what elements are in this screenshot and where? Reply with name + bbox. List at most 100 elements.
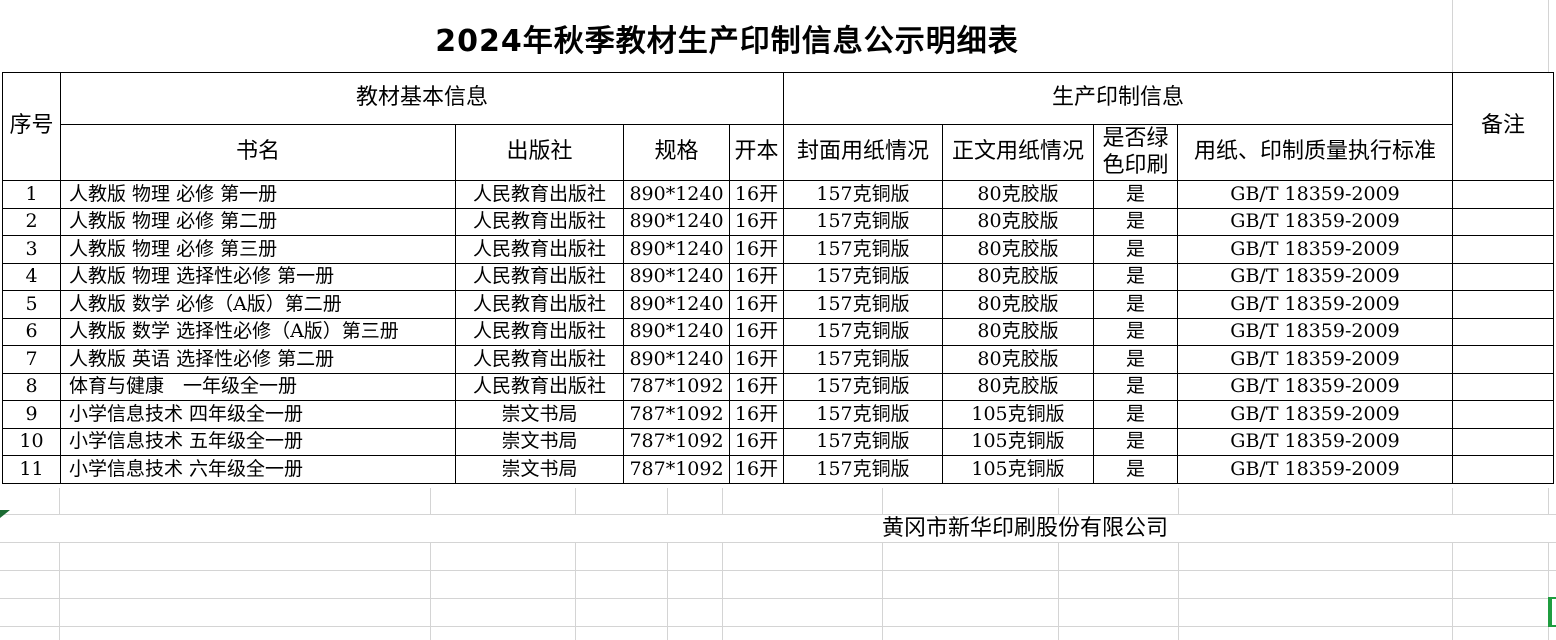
cell-book[interactable]: 小学信息技术 五年级全一册 (60, 427, 456, 456)
cell-spec[interactable]: 787*1092 (623, 455, 730, 484)
cell-text-paper[interactable]: 105克铜版 (942, 427, 1095, 456)
cell-format[interactable]: 16开 (728, 262, 785, 291)
cell-publisher[interactable]: 人民教育出版社 (455, 262, 624, 291)
cell-remark[interactable] (1452, 345, 1555, 374)
cell-remark[interactable] (1452, 290, 1555, 319)
cell-spec[interactable]: 787*1092 (623, 427, 730, 456)
cell-no[interactable]: 3 (2, 235, 61, 264)
group-header-basic-info[interactable]: 教材基本信息 (59, 72, 785, 125)
cell-text-paper[interactable]: 105克铜版 (942, 400, 1095, 429)
cell-no[interactable]: 4 (2, 262, 61, 291)
cell-text-paper[interactable]: 80克胶版 (942, 317, 1095, 346)
cell-cover-paper[interactable]: 157克铜版 (783, 235, 944, 264)
cell-green-print[interactable]: 是 (1093, 207, 1179, 236)
cell-remark[interactable] (1452, 455, 1555, 484)
company-name[interactable]: 黄冈市新华印刷股份有限公司 (882, 516, 1169, 541)
cell-no[interactable]: 11 (2, 455, 61, 484)
cell-format[interactable]: 16开 (728, 345, 785, 374)
cell-text-paper[interactable]: 80克胶版 (942, 207, 1095, 236)
cell-cover-paper[interactable]: 157克铜版 (783, 372, 944, 401)
cell-spec[interactable]: 890*1240 (623, 207, 730, 236)
cell-green-print[interactable]: 是 (1093, 317, 1179, 346)
cell-book[interactable]: 人教版 物理 必修 第二册 (60, 207, 456, 236)
col-header-publisher[interactable]: 出版社 (455, 124, 624, 181)
cell-publisher[interactable]: 人民教育出版社 (455, 372, 624, 401)
col-header-spec[interactable]: 规格 (623, 124, 730, 181)
cell-green-print[interactable]: 是 (1093, 427, 1179, 456)
cell-no[interactable]: 2 (2, 207, 61, 236)
cell-spec[interactable]: 787*1092 (623, 372, 730, 401)
cell-cover-paper[interactable]: 157克铜版 (783, 262, 944, 291)
cell-text-paper[interactable]: 105克铜版 (942, 455, 1095, 484)
cell-format[interactable]: 16开 (728, 290, 785, 319)
cell-format[interactable]: 16开 (728, 235, 785, 264)
cell-no[interactable]: 1 (2, 180, 61, 209)
cell-publisher[interactable]: 人民教育出版社 (455, 235, 624, 264)
cell-no[interactable]: 7 (2, 345, 61, 374)
cell-no[interactable]: 6 (2, 317, 61, 346)
cell-book[interactable]: 小学信息技术 四年级全一册 (60, 400, 456, 429)
cell-publisher[interactable]: 崇文书局 (455, 400, 624, 429)
cell-format[interactable]: 16开 (728, 455, 785, 484)
cell-standard[interactable]: GB/T 18359-2009 (1177, 427, 1454, 456)
cell-format[interactable]: 16开 (728, 180, 785, 209)
cell-book[interactable]: 小学信息技术 六年级全一册 (60, 455, 456, 484)
cell-standard[interactable]: GB/T 18359-2009 (1177, 180, 1454, 209)
cell-standard[interactable]: GB/T 18359-2009 (1177, 345, 1454, 374)
cell-no[interactable]: 10 (2, 427, 61, 456)
group-header-production-info[interactable]: 生产印制信息 (783, 72, 1454, 125)
cell-book[interactable]: 人教版 数学 选择性必修（A版）第三册 (60, 317, 456, 346)
cell-standard[interactable]: GB/T 18359-2009 (1177, 235, 1454, 264)
cell-standard[interactable]: GB/T 18359-2009 (1177, 400, 1454, 429)
cell-remark[interactable] (1452, 372, 1555, 401)
cell-remark[interactable] (1452, 400, 1555, 429)
cell-green-print[interactable]: 是 (1093, 400, 1179, 429)
col-header-format[interactable]: 开本 (728, 124, 785, 181)
cell-book[interactable]: 人教版 数学 必修（A版）第二册 (60, 290, 456, 319)
cell-standard[interactable]: GB/T 18359-2009 (1177, 290, 1454, 319)
cell-green-print[interactable]: 是 (1093, 455, 1179, 484)
col-header-green-print[interactable]: 是否绿色印刷 (1093, 124, 1179, 181)
cell-remark[interactable] (1452, 317, 1555, 346)
cell-no[interactable]: 5 (2, 290, 61, 319)
cell-standard[interactable]: GB/T 18359-2009 (1177, 317, 1454, 346)
cell-format[interactable]: 16开 (728, 317, 785, 346)
cell-cover-paper[interactable]: 157克铜版 (783, 317, 944, 346)
cell-book[interactable]: 人教版 物理 必修 第一册 (60, 180, 456, 209)
cell-green-print[interactable]: 是 (1093, 372, 1179, 401)
cell-no[interactable]: 9 (2, 400, 61, 429)
cell-spec[interactable]: 890*1240 (623, 317, 730, 346)
cell-book[interactable]: 体育与健康 一年级全一册 (60, 372, 456, 401)
cell-cover-paper[interactable]: 157克铜版 (783, 455, 944, 484)
col-header-serial[interactable]: 序号 (2, 72, 61, 181)
cell-spec[interactable]: 890*1240 (623, 345, 730, 374)
cell-remark[interactable] (1452, 207, 1555, 236)
cell-cover-paper[interactable]: 157克铜版 (783, 290, 944, 319)
cell-remark[interactable] (1452, 427, 1555, 456)
col-header-book[interactable]: 书名 (60, 124, 456, 181)
cell-cover-paper[interactable]: 157克铜版 (783, 427, 944, 456)
cell-text-paper[interactable]: 80克胶版 (942, 262, 1095, 291)
cell-standard[interactable]: GB/T 18359-2009 (1177, 262, 1454, 291)
col-header-cover-paper[interactable]: 封面用纸情况 (783, 124, 944, 181)
cell-format[interactable]: 16开 (728, 427, 785, 456)
cell-spec[interactable]: 890*1240 (623, 262, 730, 291)
cell-text-paper[interactable]: 80克胶版 (942, 290, 1095, 319)
cell-text-paper[interactable]: 80克胶版 (942, 180, 1095, 209)
cell-publisher[interactable]: 人民教育出版社 (455, 207, 624, 236)
cell-cover-paper[interactable]: 157克铜版 (783, 345, 944, 374)
cell-format[interactable]: 16开 (728, 400, 785, 429)
cell-spec[interactable]: 787*1092 (623, 400, 730, 429)
cell-remark[interactable] (1452, 180, 1555, 209)
col-header-remark[interactable]: 备注 (1452, 72, 1555, 181)
cell-cover-paper[interactable]: 157克铜版 (783, 207, 944, 236)
cell-cover-paper[interactable]: 157克铜版 (783, 400, 944, 429)
cell-green-print[interactable]: 是 (1093, 290, 1179, 319)
cell-text-paper[interactable]: 80克胶版 (942, 235, 1095, 264)
cell-book[interactable]: 人教版 英语 选择性必修 第二册 (60, 345, 456, 374)
cell-green-print[interactable]: 是 (1093, 180, 1179, 209)
cell-green-print[interactable]: 是 (1093, 345, 1179, 374)
sheet-title[interactable]: 2024年秋季教材生产印制信息公示明细表 (435, 24, 1019, 59)
cell-publisher[interactable]: 人民教育出版社 (455, 345, 624, 374)
cell-publisher[interactable]: 崇文书局 (455, 427, 624, 456)
